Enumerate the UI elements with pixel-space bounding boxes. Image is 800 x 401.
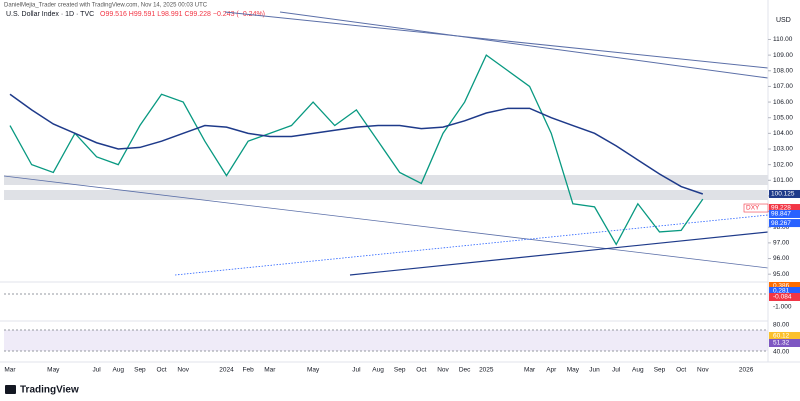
x-tick-label: May: [47, 367, 60, 374]
x-tick-label: May: [307, 367, 320, 374]
x-tick-label: Aug: [112, 367, 124, 374]
x-tick-label: Dec: [459, 367, 471, 374]
indicator-tag: [769, 282, 800, 290]
price-tag-label: 98.267: [771, 220, 791, 227]
y-tick-label: 96.00: [773, 255, 790, 262]
price-line: [9, 93, 704, 195]
y-tick-label: 106.00: [773, 99, 793, 106]
x-tick-label: Aug: [372, 367, 384, 374]
price-tag-label: 100.125: [771, 191, 795, 198]
x-tick-label: Jul: [612, 367, 621, 374]
price-tag: [769, 189, 800, 198]
rsi-label: 80.00: [773, 322, 790, 329]
x-tick-label: Nov: [437, 367, 449, 374]
price-tag-label: 98.847: [771, 211, 791, 218]
indicator-tag: [769, 293, 800, 301]
price-tag: [769, 209, 800, 218]
x-tick-label: Mar: [264, 367, 276, 374]
y-tick-label: 105.00: [773, 114, 793, 121]
trendline: [174, 214, 769, 276]
y-tick-label: 108.00: [773, 67, 793, 74]
y-tick-label: 109.00: [773, 52, 793, 59]
macd-label: -0.084: [773, 294, 792, 301]
x-tick-label: Jul: [92, 367, 101, 374]
x-tick-label: May: [567, 367, 580, 374]
symbol-title: U.S. Dollar Index · 1D · TVC: [6, 11, 94, 18]
x-tick-label: Sep: [394, 367, 406, 374]
symbol-tag: [743, 203, 769, 213]
y-tick-label: 97.00: [773, 240, 790, 247]
x-tick-label: Jul: [352, 367, 361, 374]
x-tick-label: 2024: [219, 367, 234, 374]
price-tag-label: 99.228: [771, 205, 791, 212]
y-tick-label: 101.00: [773, 177, 793, 184]
x-tick-label: Oct: [416, 367, 426, 374]
rsi-label: 60.12: [773, 333, 790, 340]
ohlc: O99.516 H99.591 L98.991 C99.228 −0.243 (…: [100, 11, 265, 18]
macd-label: -1.000: [773, 304, 792, 311]
x-tick-label: 2026: [739, 367, 754, 374]
x-tick-label: Nov: [177, 367, 189, 374]
y-tick-label: 103.00: [773, 146, 793, 153]
price-tag: [769, 219, 800, 228]
y-tick-label: 95.00: [773, 271, 790, 278]
x-tick-label: Mar: [4, 367, 16, 374]
y-tick-label: 98.00: [773, 224, 790, 231]
x-tick-label: Oct: [156, 367, 166, 374]
macd-label: 0.386: [773, 283, 790, 290]
trendline: [224, 11, 769, 69]
brand: TradingView: [20, 385, 79, 396]
zone: [4, 175, 768, 185]
x-tick-label: Nov: [697, 367, 709, 374]
x-tick-label: 2025: [479, 367, 494, 374]
y-tick-label: 110.00: [773, 36, 793, 43]
x-tick-label: Jun: [589, 367, 600, 374]
macd-label: 0.281: [773, 288, 790, 295]
trendline: [3, 175, 769, 269]
x-tick-label: Sep: [654, 367, 666, 374]
y-tick-label: 102.00: [773, 161, 793, 168]
x-tick-label: Apr: [546, 367, 557, 374]
trendline: [349, 231, 769, 276]
y-tick-label: 107.00: [773, 83, 793, 90]
price-tag: [769, 204, 800, 213]
y-tick-label: 104.00: [773, 130, 793, 137]
x-tick-label: Mar: [524, 367, 536, 374]
credit: DanielMejia_Trader created with TradingV…: [4, 3, 208, 9]
brand-logo: [5, 385, 16, 394]
price-line: [9, 54, 704, 246]
x-tick-label: Sep: [134, 367, 146, 374]
indicator-tag: [769, 339, 800, 347]
rsi-label: 51.32: [773, 340, 790, 347]
rsi-label: 40.00: [773, 349, 790, 356]
indicator-tag: [769, 332, 800, 340]
x-tick-label: Feb: [243, 367, 255, 374]
trendline: [279, 11, 769, 79]
rsi-band: [4, 330, 768, 351]
zone: [4, 190, 768, 200]
symbol-label: DXY: [746, 205, 760, 212]
currency: USD: [776, 17, 791, 24]
x-tick-label: Aug: [632, 367, 644, 374]
indicator-tag: [769, 287, 800, 295]
x-tick-label: Oct: [676, 367, 686, 374]
